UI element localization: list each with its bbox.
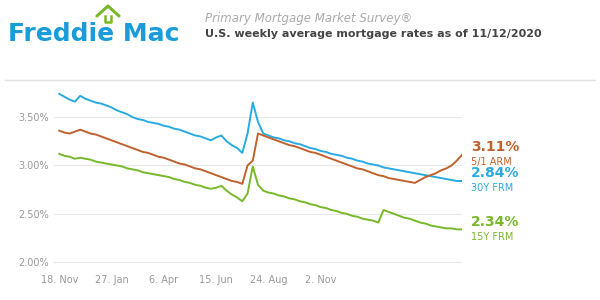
Text: 15Y FRM: 15Y FRM xyxy=(471,232,514,242)
Text: Primary Mortgage Market Survey®: Primary Mortgage Market Survey® xyxy=(205,12,412,25)
Text: 2.34%: 2.34% xyxy=(471,215,520,229)
Text: 2.84%: 2.84% xyxy=(471,167,520,181)
Text: U.S. weekly average mortgage rates as of 11/12/2020: U.S. weekly average mortgage rates as of… xyxy=(205,29,542,39)
Text: 30Y FRM: 30Y FRM xyxy=(471,184,513,194)
Text: 3.11%: 3.11% xyxy=(471,140,520,154)
Text: 5/1 ARM: 5/1 ARM xyxy=(471,157,512,167)
Text: Freddie Mac: Freddie Mac xyxy=(8,22,179,46)
